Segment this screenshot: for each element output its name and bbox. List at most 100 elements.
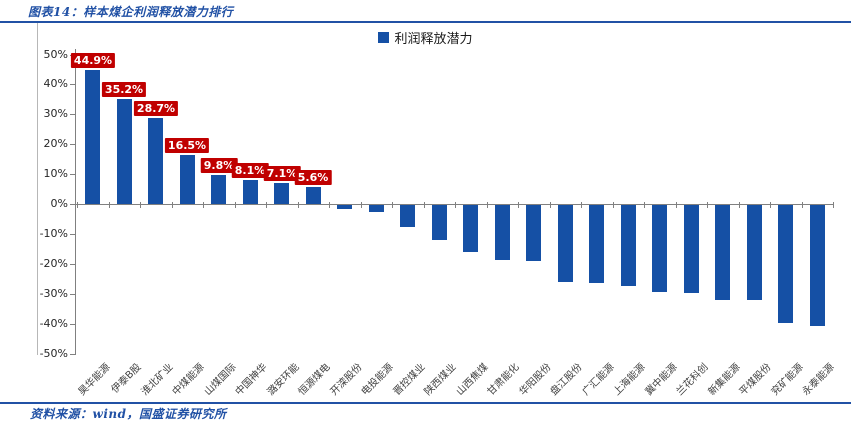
y-axis-tick-label: -30% [39, 286, 68, 300]
y-axis-tick-label: -50% [39, 346, 68, 360]
category-label: 潞安环能 [265, 361, 302, 398]
y-axis-tick-label: -10% [39, 226, 68, 240]
x-axis-tick-mark [833, 202, 834, 208]
category-label: 山西焦煤 [454, 361, 491, 398]
bar [652, 205, 667, 292]
bar [369, 205, 384, 212]
bar [684, 205, 699, 293]
x-axis-tick-mark [424, 202, 425, 208]
category-label: 中国神华 [233, 361, 270, 398]
category-label: 山煤国际 [202, 361, 239, 398]
x-axis-tick-mark [518, 202, 519, 208]
x-axis-tick-mark [770, 202, 771, 208]
x-axis-tick-mark [581, 202, 582, 208]
category-label: 伊泰B股 [109, 361, 144, 396]
x-axis-tick-mark [392, 202, 393, 208]
bar [778, 205, 793, 323]
category-label: 昊华能源 [76, 361, 113, 398]
x-axis-tick-mark [298, 202, 299, 208]
bar-value-label: 16.5% [164, 138, 210, 153]
bar [495, 205, 510, 260]
y-axis-tick-label: 10% [43, 167, 68, 181]
y-axis-tick-mark [70, 144, 75, 146]
y-axis-tick-mark [70, 233, 75, 235]
category-label: 盘江股份 [548, 361, 585, 398]
category-label: 平煤股份 [737, 361, 774, 398]
bar-value-label: 9.8% [200, 158, 238, 173]
x-axis-tick-mark [235, 202, 236, 208]
y-axis-tick-label: 20% [43, 137, 68, 151]
y-axis-tick-mark [70, 353, 75, 355]
category-label: 广汇能源 [580, 361, 617, 398]
y-axis-tick-label: 0% [50, 197, 68, 210]
y-axis-tick-mark [70, 174, 75, 176]
y-axis-tick-label: 30% [43, 107, 68, 121]
bar [274, 183, 289, 204]
x-axis-tick-mark [109, 202, 110, 208]
bar-value-label: 5.6% [294, 170, 332, 185]
category-label: 中煤能源 [170, 361, 207, 398]
x-axis-tick-mark [707, 202, 708, 208]
category-label: 甘肃能化 [485, 361, 522, 398]
y-axis-tick-mark [70, 323, 75, 325]
chart-legend: 利润释放潜力 [0, 29, 851, 47]
bar [432, 205, 447, 240]
bar [117, 99, 132, 204]
source-note: 资料来源：wind，国盛证券研究所 [30, 407, 227, 421]
y-axis-tick-mark [70, 263, 75, 265]
category-label: 晋控煤业 [391, 361, 428, 398]
x-axis-tick-mark [644, 202, 645, 208]
bar-value-label: 8.1% [231, 163, 269, 178]
category-label: 上海能源 [611, 361, 648, 398]
category-label: 新集能源 [706, 361, 743, 398]
bar [243, 180, 258, 204]
chart-title: 图表14：样本煤企利润释放潜力排行 [28, 5, 234, 19]
y-axis-tick-mark [70, 204, 75, 205]
legend-label: 利润释放潜力 [394, 31, 473, 47]
bar [148, 118, 163, 204]
y-axis-tick-label: -20% [39, 256, 68, 270]
bar [810, 205, 825, 326]
bar-value-label: 35.2% [101, 82, 147, 97]
x-axis-tick-mark [266, 202, 267, 208]
y-axis-tick-label: 40% [43, 77, 68, 91]
category-label: 永泰能源 [800, 361, 837, 398]
x-axis-tick-mark [329, 202, 330, 208]
category-label: 恒源煤电 [296, 361, 333, 398]
x-axis-tick-mark [77, 202, 78, 208]
x-axis-tick-mark [172, 202, 173, 208]
category-label: 电投能源 [359, 361, 396, 398]
y-axis-tick-label: 50% [43, 47, 68, 61]
x-axis-tick-mark [739, 202, 740, 208]
x-axis-tick-mark [361, 202, 362, 208]
top-divider-line [0, 21, 851, 23]
x-axis-tick-mark [140, 202, 141, 208]
bar [747, 205, 762, 300]
category-label: 开滦股份 [328, 361, 365, 398]
bar-value-label: 44.9% [70, 53, 116, 68]
bar-value-label: 7.1% [263, 166, 301, 181]
x-axis-tick-mark [487, 202, 488, 208]
x-axis-tick-mark [455, 202, 456, 208]
category-label: 陕西煤业 [422, 361, 459, 398]
category-label: 冀中能源 [643, 361, 680, 398]
bar [558, 205, 573, 282]
bar [621, 205, 636, 286]
bar [463, 205, 478, 252]
y-axis-tick-label: -40% [39, 316, 68, 330]
x-axis-tick-mark [613, 202, 614, 208]
y-axis-tick-mark [70, 114, 75, 116]
bottom-divider-line [0, 402, 851, 404]
y-axis-tick-mark [70, 84, 75, 86]
category-label: 淮北矿业 [139, 361, 176, 398]
legend-marker-square-icon [378, 31, 390, 43]
bar [180, 155, 195, 204]
bar [715, 205, 730, 300]
bar [526, 205, 541, 261]
y-axis-line [75, 49, 76, 355]
x-axis-tick-mark [203, 202, 204, 208]
x-axis-tick-mark [802, 202, 803, 208]
bar [306, 187, 321, 204]
